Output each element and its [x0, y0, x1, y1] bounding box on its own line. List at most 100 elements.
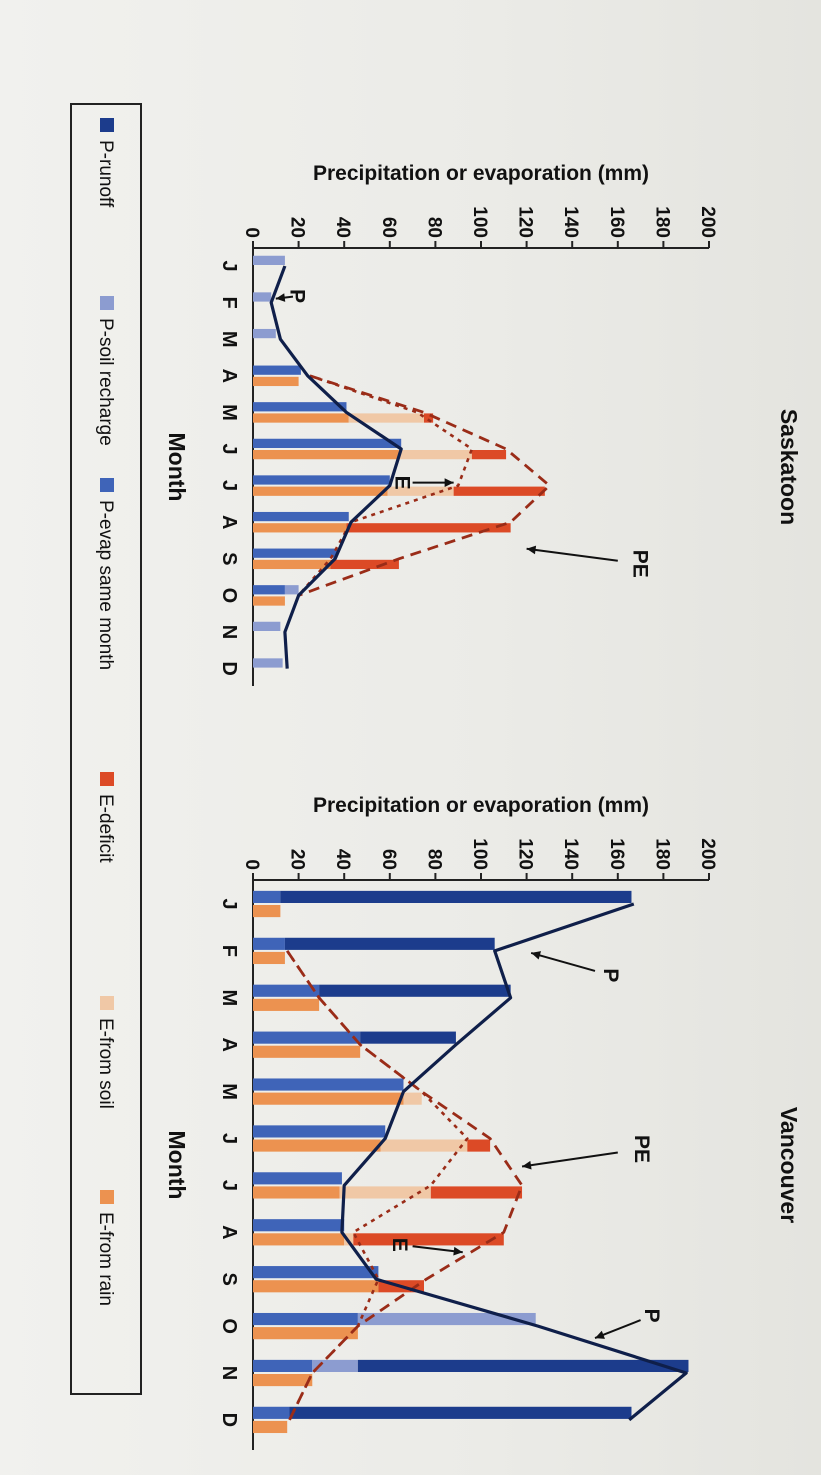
vancouver-bar-p-soil-recharge: [312, 1359, 358, 1373]
vancouver-annotation-arrowhead: [531, 951, 542, 960]
vancouver-y-tick-label: 200: [697, 838, 718, 870]
vancouver-x-axis-label: Month: [164, 1131, 190, 1200]
legend-swatch-e-deficit: [100, 772, 114, 786]
saskatoon-bar-p-evap-same-month: [253, 511, 349, 522]
legend-item-p-soil-recharge: P-soil recharge: [95, 318, 116, 446]
vancouver-bar-e-from-rain: [252, 998, 320, 1011]
vancouver-bar-p-evap-same-month: [253, 1219, 345, 1232]
vancouver-month-label: F: [218, 945, 240, 957]
vancouver-month-label: S: [218, 1273, 240, 1286]
vancouver-month-label: O: [218, 1318, 240, 1334]
saskatoon-bar-e-from-rain: [252, 559, 331, 570]
saskatoon-annotation-arrowhead: [526, 545, 537, 555]
saskatoon-bar-e-from-soil: [387, 486, 454, 496]
saskatoon-x-axis-label: Month: [164, 433, 190, 502]
saskatoon-bar-e-from-rain: [252, 486, 388, 496]
vancouver-bar-p-evap-same-month: [252, 1125, 386, 1138]
saskatoon-bar-p-evap-same-month: [253, 365, 301, 375]
saskatoon-month-label: N: [218, 625, 240, 639]
saskatoon-y-tick-label: 20: [287, 217, 308, 238]
vancouver-month-label: J: [218, 1180, 240, 1191]
vancouver-y-tick-label: 40: [332, 849, 353, 870]
vancouver-e-line: [286, 950, 469, 1421]
saskatoon-y-axis-label: Precipitation or evaporation (mm): [313, 162, 649, 185]
vancouver-bar-p-evap-same-month: [252, 1266, 379, 1279]
saskatoon-bar-p-soil-recharge: [252, 292, 272, 302]
saskatoon-month-label: J: [218, 480, 240, 491]
vancouver-bar-p-soil-recharge: [357, 1312, 536, 1326]
saskatoon-annotation-p: P: [285, 289, 308, 303]
vancouver-y-tick-label: 120: [515, 838, 536, 870]
saskatoon-bar-e-deficit: [346, 523, 511, 533]
saskatoon-month-label: D: [218, 661, 240, 675]
saskatoon-bar-e-deficit: [471, 450, 507, 460]
saskatoon-bar-e-from-rain: [253, 523, 347, 533]
legend-swatch-p-evap-same-month: [100, 478, 114, 492]
saskatoon-bar-e-from-rain: [252, 376, 299, 387]
vancouver-bar-p-evap-same-month: [252, 937, 285, 950]
vancouver-month-label: N: [218, 1366, 240, 1380]
vancouver-pe-line: [286, 950, 524, 1421]
vancouver-y-tick-label: 140: [560, 838, 581, 870]
vancouver-bar-e-deficit: [353, 1233, 504, 1246]
vancouver-bar-e-from-rain: [253, 1092, 404, 1105]
saskatoon-bar-p-evap-same-month: [252, 548, 338, 558]
legend-item-e-from-rain: E-from rain: [95, 1212, 116, 1306]
saskatoon-month-label: M: [218, 331, 240, 348]
vancouver-bar-p-runoff: [284, 937, 495, 950]
saskatoon-month-label: M: [218, 404, 240, 421]
vancouver-bar-e-deficit: [467, 1139, 491, 1152]
saskatoon-month-label: J: [218, 260, 240, 271]
vancouver-y-tick-label: 100: [469, 838, 490, 870]
saskatoon-bar-p-soil-recharge: [252, 255, 285, 265]
saskatoon-bar-p-soil-recharge: [253, 658, 283, 668]
legend-swatch-e-from-soil: [100, 996, 114, 1010]
saskatoon-y-tick-label: 140: [560, 206, 581, 238]
vancouver-bar-e-from-rain: [253, 1327, 358, 1340]
legend-swatch-e-from-rain: [100, 1190, 114, 1204]
vancouver-bar-e-from-rain: [252, 1139, 381, 1152]
vancouver-bar-p-evap-same-month: [252, 890, 281, 903]
saskatoon-month-label: S: [218, 552, 240, 565]
vancouver-annotation-pe: PE: [630, 1135, 653, 1163]
vancouver-bar-e-from-soil: [403, 1092, 422, 1105]
saskatoon-y-tick-label: 0: [241, 227, 262, 238]
saskatoon-bar-e-deficit: [330, 559, 399, 570]
saskatoon-y-tick-label: 80: [423, 217, 444, 238]
vancouver-month-label: M: [218, 1083, 240, 1100]
vancouver-bar-p-evap-same-month: [253, 1078, 404, 1091]
saskatoon-title: Saskatoon: [776, 409, 802, 525]
vancouver-annotation-p: P: [599, 968, 622, 982]
vancouver-bar-p-evap-same-month: [253, 1172, 342, 1185]
vancouver-bar-p-evap-same-month: [252, 984, 320, 997]
legend: P-runoff P-soil recharge P-evap same month…: [70, 103, 142, 1395]
saskatoon-bar-e-from-rain: [252, 596, 285, 606]
saskatoon-bar-p-evap-same-month: [253, 402, 347, 412]
vancouver-bar-e-from-soil: [380, 1139, 468, 1152]
saskatoon-annotation-arrowhead: [444, 478, 454, 487]
saskatoon-bar-p-soil-recharge: [252, 621, 281, 632]
vancouver-bar-e-from-rain: [252, 1280, 379, 1293]
vancouver-bar-p-runoff: [357, 1359, 689, 1373]
saskatoon-bar-p-evap-same-month: [252, 585, 285, 595]
saskatoon-month-label: J: [218, 443, 240, 454]
legend-item-p-evap-same-month: P-evap same month: [95, 500, 116, 670]
vancouver-month-label: A: [218, 1037, 240, 1051]
vancouver-bar-e-from-rain: [253, 1186, 340, 1199]
vancouver-month-label: A: [218, 1225, 240, 1239]
vancouver-y-tick-label: 160: [606, 838, 627, 870]
vancouver-bar-e-from-rain: [253, 1233, 345, 1246]
vancouver-bar-e-from-rain: [253, 1045, 361, 1058]
saskatoon-e-line: [297, 374, 474, 597]
saskatoon-y-tick-label: 160: [606, 206, 627, 238]
saskatoon-p-line: [269, 265, 403, 669]
saskatoon-bar-e-deficit: [453, 486, 545, 496]
saskatoon-y-tick-label: 120: [515, 206, 536, 238]
vancouver-bar-p-evap-same-month: [253, 1312, 358, 1326]
saskatoon-bar-e-from-rain: [253, 413, 349, 423]
vancouver-annotation-arrow: [530, 951, 596, 972]
vancouver-p-line: [340, 902, 688, 1422]
vancouver-bar-p-evap-same-month: [253, 1031, 361, 1044]
vancouver-annotation-arrow: [521, 1151, 618, 1168]
